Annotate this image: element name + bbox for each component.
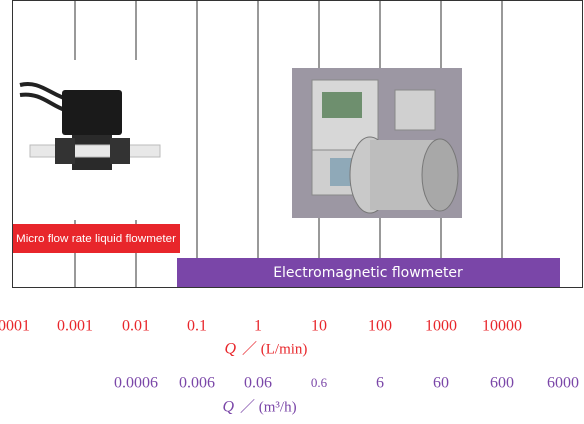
- device-label: Electromagnetic flowmeter: [273, 265, 463, 281]
- tick-label: 6000: [547, 375, 579, 392]
- axis-unit: ／ (L/min): [242, 340, 307, 357]
- tick-label: 0.6: [311, 375, 328, 390]
- tick-label: 100: [368, 318, 392, 335]
- tick-label: 0.06: [244, 375, 272, 392]
- axis-unit: ／ (m³/h): [240, 398, 297, 415]
- tick-label: 10000: [482, 318, 522, 335]
- tick-label: 1000: [425, 318, 457, 335]
- axis-symbol: Q: [224, 341, 236, 358]
- flowmeter-range-diagram: Micro flow rate liquid flowmeter Electro…: [0, 0, 584, 419]
- tick-label: 60: [433, 375, 449, 392]
- tick-label: 0.0006: [114, 375, 158, 392]
- axis-symbol: Q: [222, 399, 234, 416]
- tick-label: 600: [490, 375, 514, 392]
- device-label: Micro flow rate liquid flowmeter: [16, 233, 176, 245]
- tick-label: 0001: [0, 318, 30, 335]
- micro-flowmeter-image: [15, 60, 165, 220]
- electromagnetic-flowmeter-image: [292, 68, 462, 218]
- tick-label: 0.001: [57, 318, 93, 335]
- tick-label: 1: [254, 318, 262, 335]
- tick-label: 10: [311, 318, 327, 335]
- tick-label: 0.006: [179, 375, 215, 392]
- tick-label: 6: [376, 375, 384, 392]
- tick-label: 0.01: [122, 318, 150, 335]
- tick-label: 0.1: [187, 318, 207, 335]
